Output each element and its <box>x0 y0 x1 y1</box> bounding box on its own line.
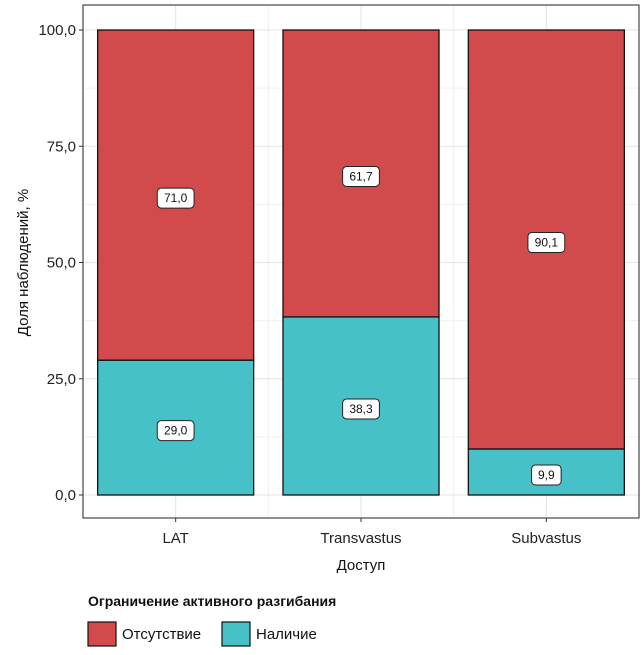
x-tick-label-transvastus: Transvastus <box>320 530 401 547</box>
data-label-box <box>531 464 562 486</box>
data-label-absence-lat: 71,0 <box>164 191 188 205</box>
legend-title: Ограничение активного разгибания <box>88 593 336 609</box>
data-label-box <box>342 398 380 420</box>
x-tick-label-lat: LAT <box>162 530 188 547</box>
legend-label-absence: Отсутствие <box>122 626 201 643</box>
legend-swatch-absence <box>87 621 117 647</box>
data-label-absence-transvastus: 61,7 <box>349 169 373 183</box>
data-label-box <box>156 187 195 209</box>
data-label-presence-lat: 29,0 <box>164 424 188 438</box>
data-label-box <box>527 231 566 253</box>
x-axis-title: Доступ <box>337 557 386 574</box>
y-axis-title: Доля наблюдений, % <box>15 189 32 336</box>
y-tick-label: 50,0 <box>47 255 76 272</box>
legend-label-presence: Наличие <box>256 626 317 643</box>
y-tick-label: 25,0 <box>47 371 76 388</box>
y-tick-label: 75,0 <box>47 138 76 155</box>
data-label-presence-transvastus: 38,3 <box>349 402 373 416</box>
data-label-absence-subvastus: 90,1 <box>535 235 559 249</box>
y-tick-label: 100,0 <box>38 22 76 39</box>
x-tick-label-subvastus: Subvastus <box>511 530 581 547</box>
data-label-box <box>156 420 195 442</box>
data-label-presence-subvastus: 9,9 <box>538 468 555 482</box>
legend-swatch-presence <box>221 621 251 647</box>
data-label-box <box>342 165 380 187</box>
y-tick-label: 0,0 <box>55 487 76 504</box>
